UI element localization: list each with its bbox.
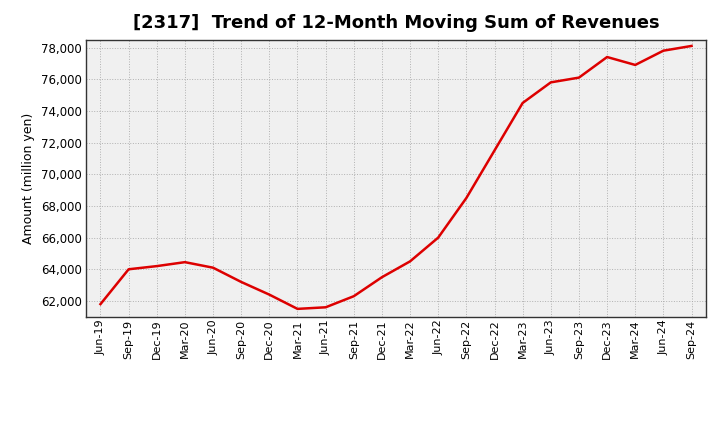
Title: [2317]  Trend of 12-Month Moving Sum of Revenues: [2317] Trend of 12-Month Moving Sum of R… — [132, 15, 660, 33]
Y-axis label: Amount (million yen): Amount (million yen) — [22, 113, 35, 244]
